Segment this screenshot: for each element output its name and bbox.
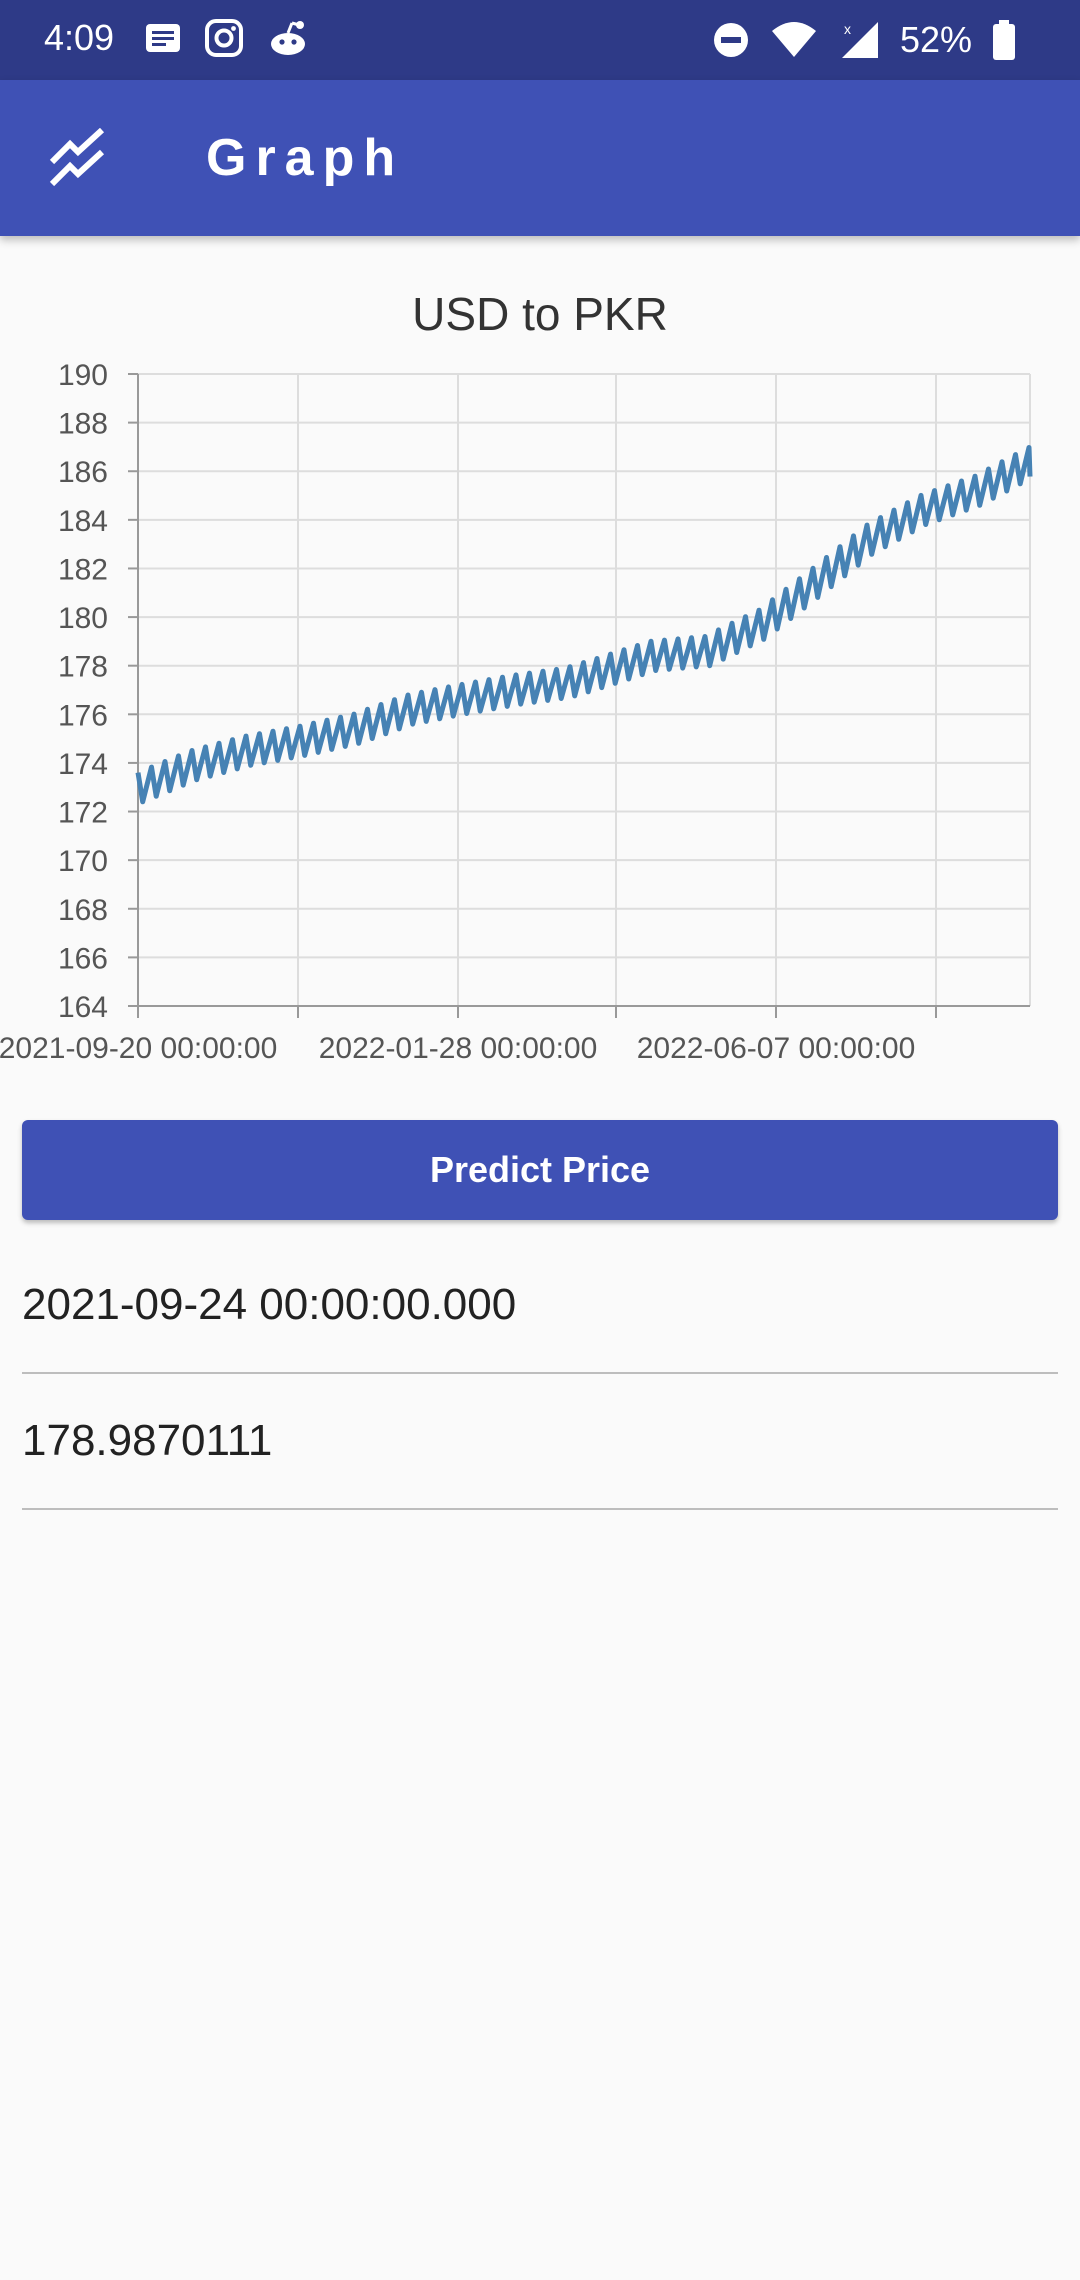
wifi-icon [771, 22, 816, 57]
messages-icon [146, 24, 180, 52]
y-tick-label: 166 [58, 942, 108, 975]
instagram-icon [205, 19, 243, 57]
status-bar: 4:09 x [0, 0, 1080, 80]
predicted-price-field[interactable]: 178.9870111 [22, 1374, 1058, 1510]
y-tick-label: 188 [58, 408, 108, 441]
y-tick-label: 184 [58, 505, 108, 538]
y-tick-label: 190 [58, 359, 108, 392]
y-tick-label: 176 [58, 699, 108, 732]
trending-icon[interactable] [48, 128, 110, 188]
x-tick-label: 2022-01-28 00:00:00 [319, 1032, 598, 1065]
y-tick-label: 172 [58, 797, 108, 830]
reddit-icon [271, 21, 305, 55]
signal-icon: x [841, 21, 878, 58]
battery-icon [993, 20, 1015, 60]
y-tick-label: 180 [58, 602, 108, 635]
status-time: 4:09 [44, 17, 115, 58]
page-title: Graph [206, 129, 405, 187]
line-chart: 164 166 168 170 172 174 176 178 180 182 184 186 188 1… [0, 359, 1033, 1065]
y-tick-label: 186 [58, 456, 108, 489]
svg-text:x: x [844, 21, 851, 37]
y-tick-label: 168 [58, 894, 108, 927]
y-tick-label: 182 [58, 553, 108, 586]
x-tick-label: 2022-06-07 00:00:00 [637, 1032, 916, 1065]
y-tick-label: 178 [58, 651, 108, 684]
y-tick-label: 174 [58, 748, 108, 781]
status-left-icons [144, 18, 310, 58]
x-tick-label: 2021-09-20 00:00:00 [0, 1032, 277, 1065]
y-tick-label: 164 [58, 991, 108, 1024]
dnd-icon [713, 23, 748, 57]
y-tick-label: 170 [58, 845, 108, 878]
predict-price-button[interactable]: Predict Price [22, 1120, 1058, 1220]
battery-percentage: 52% [899, 19, 972, 60]
status-right-icons: x 52% [712, 18, 1016, 62]
app-bar: Graph [0, 80, 1080, 236]
chart-title: USD to PKR [412, 288, 668, 340]
series-line [135, 445, 1033, 805]
predicted-date-field[interactable]: 2021-09-24 00:00:00.000 [22, 1238, 1058, 1374]
chart-container: 164 166 168 170 172 174 176 178 180 182 184 186 188 1… [0, 276, 1080, 1076]
